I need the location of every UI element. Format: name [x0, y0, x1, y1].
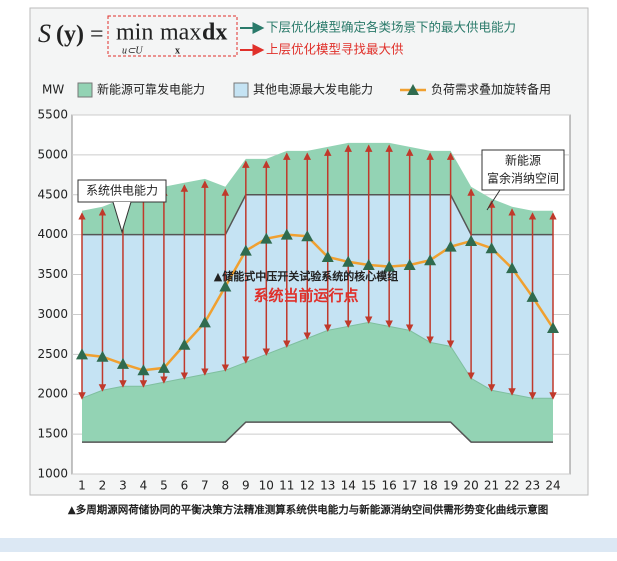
legend-swatch — [233, 82, 249, 98]
load-marker — [280, 228, 293, 240]
caption: ▲多周期源网荷储协同的平衡决策方法精准测算系统供电能力与新能源消纳空间供需形势变… — [68, 503, 549, 516]
x-tick-label: 1 — [78, 479, 86, 493]
line-base — [82, 421, 553, 443]
load-marker — [260, 232, 273, 244]
load-marker — [96, 350, 109, 362]
x-tick-label: 8 — [222, 479, 230, 493]
legend-label: 新能源可靠发电能力 — [97, 82, 205, 97]
x-tick-label: 10 — [259, 479, 274, 493]
x-tick-label: 9 — [242, 479, 250, 493]
x-tick-label: 18 — [422, 479, 437, 493]
x-tick-label: 4 — [140, 479, 148, 493]
callout-box — [481, 149, 565, 191]
legend-swatch — [77, 82, 93, 98]
load-marker — [137, 364, 150, 376]
y-tick-label: 2000 — [37, 387, 68, 401]
x-tick-label: 22 — [504, 479, 519, 493]
formula: dx — [202, 20, 227, 46]
annotation: 系统供电能力 — [86, 184, 158, 198]
x-tick-label: 6 — [181, 479, 189, 493]
x-tick-label: 2 — [99, 479, 107, 493]
note: 上层优化模型寻找最大供 — [266, 42, 404, 57]
x-tick-label: 24 — [545, 479, 560, 493]
x-tick-label: 19 — [443, 479, 458, 493]
load-marker — [424, 254, 437, 266]
y-tick-label: 5500 — [37, 108, 68, 122]
x-tick-label: 17 — [402, 479, 417, 493]
load-marker — [219, 280, 232, 292]
legend-marker — [407, 84, 419, 95]
annotation: 新能源 — [505, 153, 541, 168]
x-tick-label: 13 — [320, 479, 335, 493]
formula: u⊂U — [122, 45, 143, 56]
note: 下层优化模型确定各类场景下的最大供电能力 — [266, 20, 516, 35]
deco-band — [0, 538, 617, 552]
x-tick-label: 7 — [201, 479, 209, 493]
annotation: 系统当前运行点 — [253, 287, 358, 305]
formula: min — [116, 20, 153, 46]
formula: S — [38, 19, 51, 48]
formula: max — [160, 20, 201, 46]
x-tick-label: 23 — [525, 479, 540, 493]
load-marker — [403, 258, 416, 270]
x-tick-label: 3 — [119, 479, 127, 493]
y-axis-label: MW — [42, 83, 64, 97]
formula: x — [175, 45, 180, 56]
callout-pointer — [112, 201, 132, 234]
formula: (y) — [56, 22, 84, 48]
legend-label: 负荷需求叠加旋转备用 — [431, 82, 551, 97]
load-marker — [76, 348, 88, 360]
formula-box — [107, 15, 238, 57]
load-marker — [444, 240, 457, 252]
callout-pointer — [486, 189, 501, 211]
load-marker — [198, 316, 211, 328]
load-marker — [157, 361, 170, 373]
y-tick-label: 4000 — [37, 227, 68, 241]
load-marker — [383, 260, 396, 272]
legend-label: 其他电源最大发电能力 — [253, 82, 373, 97]
x-tick-label: 5 — [160, 479, 168, 493]
x-tick-label: 12 — [300, 479, 315, 493]
y-tick-label: 2500 — [37, 347, 68, 361]
load-marker — [465, 235, 478, 247]
x-tick-label: 11 — [279, 479, 294, 493]
formula: = — [90, 22, 104, 48]
load-marker — [526, 290, 539, 302]
load-marker — [342, 255, 355, 267]
load-marker — [301, 230, 314, 242]
y-tick-label: 1500 — [37, 427, 68, 441]
load-marker — [239, 244, 252, 256]
x-tick-label: 21 — [484, 479, 499, 493]
overlay-text: ▲储能式中压开关试验系统的核心模组 — [214, 269, 398, 283]
x-tick-label: 16 — [382, 479, 397, 493]
load-marker — [321, 251, 334, 263]
load-marker — [362, 258, 375, 270]
annotation: 富余消纳空间 — [487, 171, 559, 186]
load-marker — [485, 242, 498, 254]
area-other — [82, 194, 553, 399]
x-tick-label: 15 — [361, 479, 376, 493]
y-tick-label: 5000 — [37, 147, 68, 161]
y-tick-label: 4500 — [37, 187, 68, 201]
load-marker — [116, 357, 129, 369]
load-marker — [506, 262, 519, 274]
load-marker — [178, 338, 191, 350]
y-tick-label: 3500 — [37, 267, 68, 281]
load-marker — [547, 322, 559, 334]
y-tick-label: 3000 — [37, 307, 68, 321]
x-tick-label: 20 — [463, 479, 478, 493]
y-tick-label: 1000 — [37, 467, 68, 481]
x-tick-label: 14 — [341, 479, 356, 493]
